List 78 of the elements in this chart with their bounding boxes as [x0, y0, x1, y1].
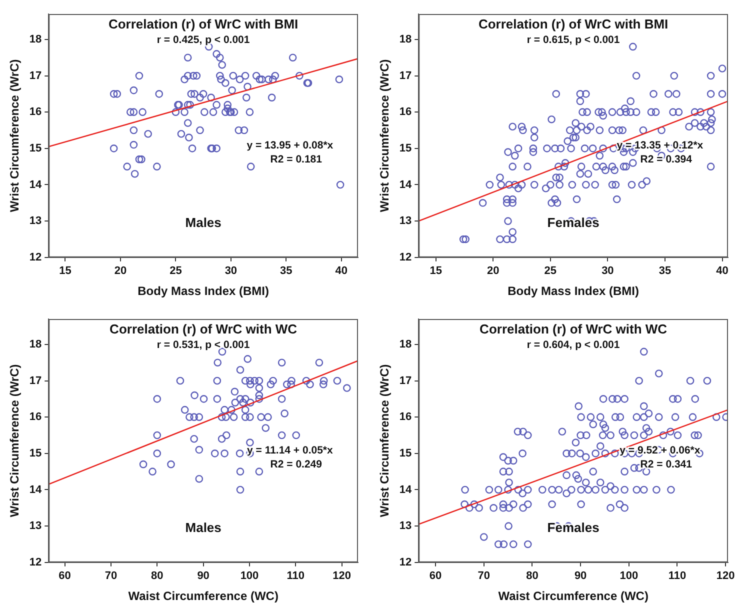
- y-tick-label: 18: [399, 338, 412, 350]
- y-tick-label: 13: [29, 520, 42, 532]
- chart-title: Correlation (r) of WrC with WC: [480, 322, 668, 337]
- annotation: r = 0.425, p < 0.001: [156, 34, 250, 46]
- y-tick-label: 18: [399, 33, 412, 46]
- y-tick-label: 12: [29, 556, 42, 568]
- x-tick-label: 80: [526, 570, 538, 582]
- x-tick-label: 100: [240, 570, 259, 582]
- x-tick-label: 110: [286, 570, 305, 582]
- annotation: r = 0.615, p < 0.001: [526, 34, 620, 46]
- annotation: Females: [547, 214, 600, 230]
- annotation: r = 0.604, p < 0.001: [526, 338, 620, 351]
- y-axis-title: Wrist Circumference (WrC): [8, 59, 22, 212]
- annotation: y = 13.95 + 0.08*x: [246, 139, 334, 152]
- annotation: r = 0.531, p < 0.001: [156, 338, 250, 351]
- x-tick-label: 70: [478, 570, 490, 582]
- annotation: Females: [547, 520, 600, 535]
- chart-title: Correlation (r) of WrC with WC: [110, 322, 298, 337]
- y-tick-label: 13: [399, 520, 412, 532]
- x-tick-label: 60: [429, 570, 442, 582]
- annotation: R2 = 0.249: [270, 458, 322, 470]
- x-tick-label: 30: [602, 265, 614, 278]
- y-tick-label: 16: [29, 411, 42, 424]
- x-tick-label: 35: [280, 265, 292, 278]
- x-tick-label: 20: [114, 265, 127, 278]
- y-tick-label: 16: [29, 106, 42, 118]
- y-tick-label: 15: [399, 447, 412, 460]
- y-axis-title: Wrist Circumference (WrC): [8, 364, 22, 518]
- y-tick-label: 16: [399, 106, 412, 118]
- y-tick-label: 14: [29, 484, 43, 496]
- y-tick-label: 12: [29, 251, 42, 264]
- y-tick-label: 14: [399, 484, 413, 496]
- x-axis-title: Body Mass Index (BMI): [508, 284, 639, 298]
- annotation: Males: [185, 214, 222, 230]
- x-tick-label: 60: [58, 570, 71, 582]
- chart-title: Correlation (r) of WrC with BMI: [108, 16, 298, 32]
- y-tick-label: 18: [29, 338, 42, 350]
- y-tick-label: 18: [29, 33, 42, 46]
- x-tick-label: 40: [716, 265, 728, 278]
- y-tick-label: 12: [399, 556, 412, 568]
- x-tick-label: 20: [486, 265, 500, 278]
- x-tick-label: 25: [544, 265, 557, 278]
- y-tick-label: 17: [29, 70, 42, 82]
- chart-title: Correlation (r) of WrC with BMI: [478, 16, 668, 32]
- y-tick-label: 16: [399, 411, 412, 424]
- x-tick-label: 120: [332, 570, 352, 582]
- y-tick-label: 17: [399, 374, 412, 387]
- y-tick-label: 17: [29, 374, 42, 387]
- x-axis-title: Waist Circumference (WC): [128, 589, 278, 604]
- x-tick-label: 35: [658, 265, 672, 278]
- y-axis-title: Wrist Circumference (WrC): [378, 364, 392, 518]
- y-tick-label: 15: [29, 447, 42, 460]
- y-tick-label: 12: [399, 251, 412, 264]
- x-tick-label: 80: [151, 570, 164, 582]
- x-axis-title: Body Mass Index (BMI): [138, 284, 269, 298]
- annotation: R2 = 0.181: [270, 153, 322, 166]
- x-tick-label: 25: [170, 265, 182, 278]
- x-tick-label: 110: [668, 570, 686, 582]
- y-tick-label: 13: [29, 215, 42, 228]
- x-tick-label: 15: [430, 265, 442, 278]
- x-tick-label: 30: [224, 265, 238, 278]
- x-tick-label: 40: [335, 265, 348, 278]
- x-tick-label: 70: [104, 570, 118, 582]
- annotation: Males: [185, 520, 222, 535]
- x-tick-label: 15: [59, 265, 72, 278]
- y-tick-label: 17: [399, 70, 412, 82]
- y-tick-label: 14: [29, 178, 43, 191]
- x-tick-label: 90: [574, 570, 587, 582]
- x-tick-label: 90: [197, 570, 210, 582]
- annotation: R2 = 0.341: [640, 458, 692, 470]
- x-tick-label: 120: [716, 570, 735, 582]
- y-tick-label: 15: [29, 142, 42, 154]
- y-tick-label: 14: [399, 178, 413, 191]
- y-tick-label: 13: [399, 215, 412, 228]
- y-tick-label: 15: [399, 142, 412, 154]
- y-axis-title: Wrist Circumference (WrC): [378, 59, 392, 212]
- x-axis-title: Waist Circumference (WC): [498, 589, 648, 604]
- x-tick-label: 100: [620, 570, 638, 582]
